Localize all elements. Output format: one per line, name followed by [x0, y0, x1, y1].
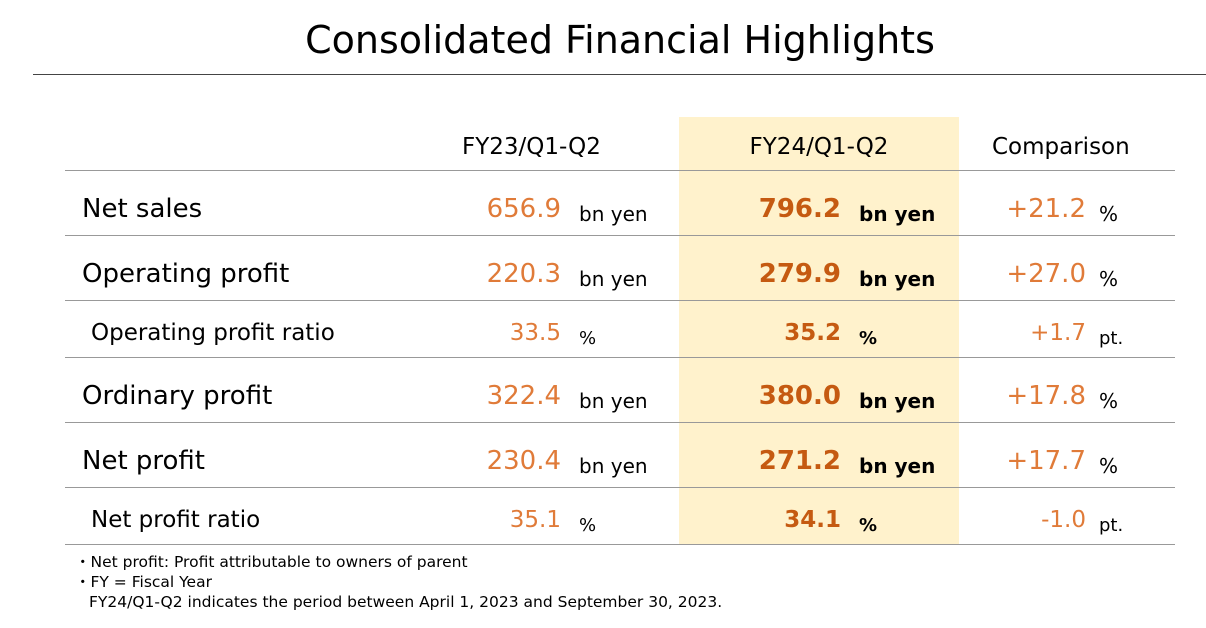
- table-row: Net sales 656.9 bn yen 796.2 bn yen +21.…: [0, 194, 1206, 234]
- comparison-unit: %: [1099, 202, 1119, 226]
- fy24-value: 34.1: [784, 507, 841, 533]
- fy24-unit: bn yen: [859, 454, 936, 478]
- table-row: Operating profit 220.3 bn yen 279.9 bn y…: [0, 259, 1206, 299]
- title-divider: [33, 74, 1206, 75]
- fy24-value: 796.2: [758, 194, 841, 224]
- fy23-unit: bn yen: [579, 267, 648, 291]
- table-row: Net profit ratio 35.1 % 34.1 % -1.0 pt.: [0, 507, 1206, 547]
- fy23-unit: bn yen: [579, 202, 648, 226]
- fy24-unit: bn yen: [859, 389, 936, 413]
- fy24-unit: %: [859, 328, 878, 349]
- table-row: Ordinary profit 322.4 bn yen 380.0 bn ye…: [0, 381, 1206, 421]
- table-rule: [65, 357, 1175, 358]
- row-label: Operating profit ratio: [91, 320, 335, 346]
- comparison-value: +27.0: [1006, 259, 1086, 289]
- fy23-value: 322.4: [486, 381, 561, 411]
- row-label: Net profit ratio: [91, 507, 261, 533]
- fy23-value: 656.9: [486, 194, 561, 224]
- fy23-unit: %: [579, 515, 597, 536]
- header-fy24: FY24/Q1-Q2: [749, 134, 889, 160]
- table-rule: [65, 300, 1175, 301]
- comparison-value: -1.0: [1041, 507, 1086, 533]
- table-row: Operating profit ratio 33.5 % 35.2 % +1.…: [0, 320, 1206, 360]
- fy24-value: 380.0: [758, 381, 841, 411]
- fy24-unit: bn yen: [859, 267, 936, 291]
- comparison-value: +1.7: [1030, 320, 1086, 346]
- fy24-value: 271.2: [758, 446, 841, 476]
- table-rule: [65, 487, 1175, 488]
- row-label: Net sales: [82, 194, 203, 224]
- fy24-value: 35.2: [784, 320, 841, 346]
- comparison-unit: %: [1099, 454, 1119, 478]
- table-rule: [65, 544, 1175, 545]
- comparison-value: +17.7: [1006, 446, 1086, 476]
- fy23-value: 35.1: [509, 507, 561, 533]
- row-label: Operating profit: [82, 259, 290, 289]
- table-rule: [65, 422, 1175, 423]
- fy24-column-highlight: [679, 117, 959, 545]
- footnote: FY24/Q1-Q2 indicates the period between …: [89, 593, 723, 611]
- header-comparison: Comparison: [992, 134, 1130, 160]
- footnote: ・Net profit: Profit attributable to owne…: [75, 553, 468, 571]
- comparison-unit: pt.: [1099, 515, 1124, 536]
- fy23-unit: %: [579, 328, 597, 349]
- comparison-unit: %: [1099, 267, 1119, 291]
- fy23-unit: bn yen: [579, 454, 648, 478]
- footnotes: ・Net profit: Profit attributable to owne…: [75, 552, 722, 612]
- row-label: Ordinary profit: [82, 381, 273, 411]
- comparison-unit: %: [1099, 389, 1119, 413]
- fy23-unit: bn yen: [579, 389, 648, 413]
- fy24-unit: bn yen: [859, 202, 936, 226]
- footnote: ・FY = Fiscal Year: [75, 573, 212, 591]
- comparison-unit: pt.: [1099, 328, 1124, 349]
- comparison-value: +21.2: [1006, 194, 1086, 224]
- table-row: Net profit 230.4 bn yen 271.2 bn yen +17…: [0, 446, 1206, 486]
- fy24-value: 279.9: [758, 259, 841, 289]
- fy23-value: 230.4: [486, 446, 561, 476]
- fy23-value: 220.3: [486, 259, 561, 289]
- header-fy23: FY23/Q1-Q2: [462, 134, 601, 160]
- fy23-value: 33.5: [509, 320, 561, 346]
- page-title: Consolidated Financial Highlights: [305, 18, 935, 62]
- comparison-value: +17.8: [1006, 381, 1086, 411]
- row-label: Net profit: [82, 446, 206, 476]
- table-rule: [65, 170, 1175, 171]
- table-rule: [65, 235, 1175, 236]
- fy24-unit: %: [859, 515, 878, 536]
